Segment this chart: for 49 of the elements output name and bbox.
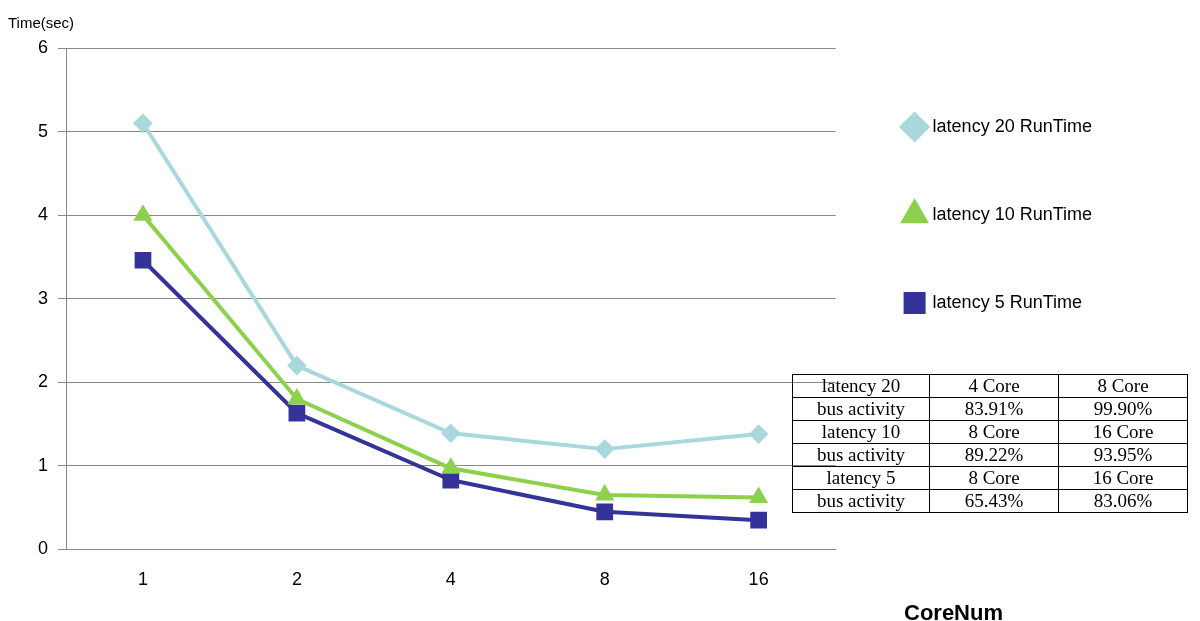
text: 8 Core (929, 420, 1059, 444)
y-tick-label: 3 (38, 287, 49, 308)
annotation: latency 20 (792, 374, 930, 398)
point (134, 251, 152, 269)
x-tick-label: 16 (748, 569, 769, 590)
text: 93.95% (1058, 443, 1188, 467)
legend-label: latency 5 RunTime (932, 291, 1082, 312)
text: 8 Core (929, 466, 1059, 490)
y-tick-label: 2 (38, 371, 49, 392)
x-axis-title: CoreNum (904, 600, 1004, 621)
point (441, 424, 460, 443)
point (595, 440, 614, 459)
x-tick-label: 4 (445, 569, 456, 590)
x-tick-label: 8 (599, 569, 610, 590)
point (442, 459, 459, 474)
point (596, 486, 613, 501)
point (288, 404, 306, 422)
x-tick-label: 1 (137, 569, 148, 590)
y-tick-label: 6 (38, 36, 49, 57)
point (288, 389, 305, 405)
y-tick-label: 5 (38, 120, 49, 141)
text: 83.06% (1058, 489, 1188, 513)
point (442, 471, 460, 489)
legend-label: latency 20 RunTime (932, 115, 1093, 136)
x-tick-label: 2 (291, 569, 302, 590)
point (749, 425, 768, 444)
text: 89.22% (929, 443, 1059, 467)
annotation: bus activity (792, 489, 930, 513)
point (133, 114, 152, 133)
text: 8 Core (1058, 374, 1188, 398)
y-tick-label: 1 (38, 454, 49, 475)
point (596, 503, 614, 521)
point (134, 206, 152, 221)
y-axis-title: Time(sec) (8, 14, 75, 31)
annotation: latency 5 (792, 466, 930, 490)
text: 83.91% (929, 397, 1059, 421)
point (750, 511, 767, 529)
text: 4 Core (929, 374, 1059, 398)
annotation: bus activity (792, 397, 930, 421)
annotation: bus activity (792, 443, 930, 467)
text: 16 Core (1058, 420, 1188, 444)
legend-label: latency 10 RunTime (932, 203, 1093, 224)
text: 99.90% (1058, 397, 1188, 421)
annotation: latency 10 (792, 420, 930, 444)
y-tick-label: 0 (38, 538, 49, 559)
text: 16 Core (1058, 466, 1188, 490)
point (287, 356, 306, 375)
y-tick-label: 4 (38, 204, 49, 225)
text: 65.43% (929, 489, 1059, 513)
